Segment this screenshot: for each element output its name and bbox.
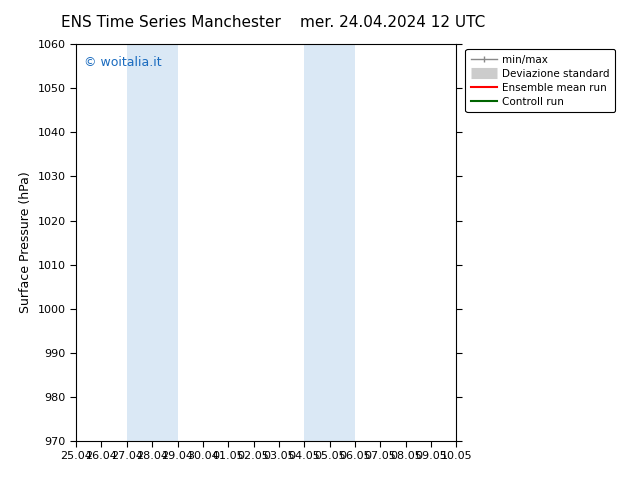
Text: ENS Time Series Manchester: ENS Time Series Manchester (61, 15, 281, 30)
Text: © woitalia.it: © woitalia.it (84, 56, 161, 69)
Legend: min/max, Deviazione standard, Ensemble mean run, Controll run: min/max, Deviazione standard, Ensemble m… (465, 49, 614, 112)
Bar (127, 44, 178, 441)
Y-axis label: Surface Pressure (hPa): Surface Pressure (hPa) (19, 172, 32, 314)
Bar (304, 44, 355, 441)
Text: mer. 24.04.2024 12 UTC: mer. 24.04.2024 12 UTC (301, 15, 486, 30)
